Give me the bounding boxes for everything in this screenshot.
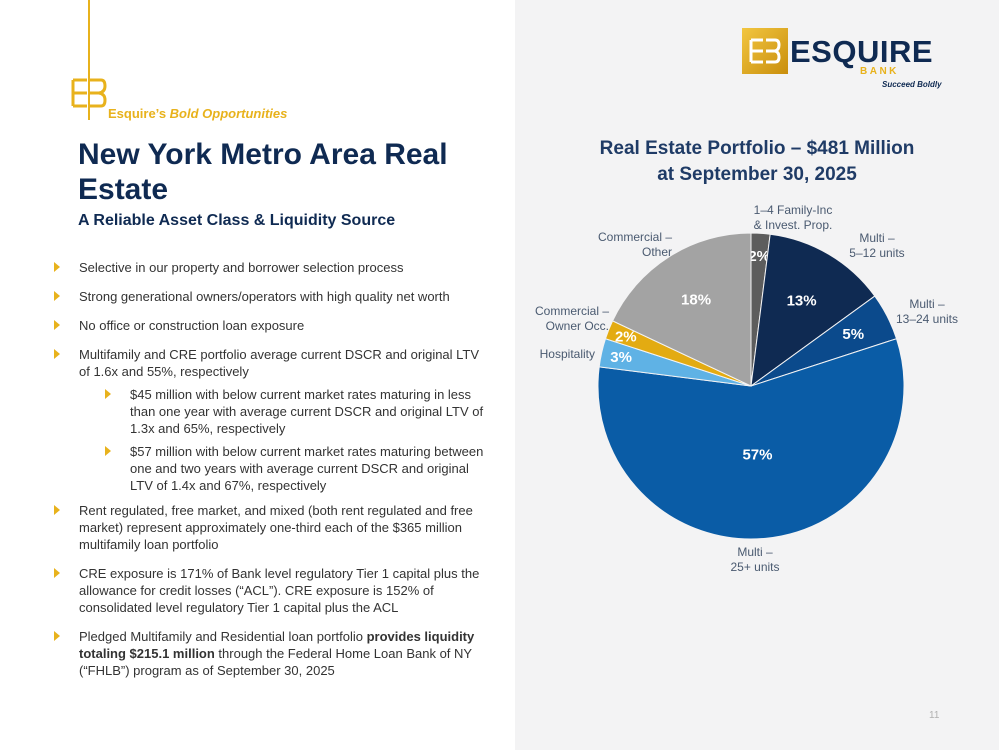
slice-percent-label: 2% — [615, 328, 637, 345]
pie-slice — [750, 233, 876, 388]
bullet-marker-icon — [105, 389, 111, 399]
slice-category-label: 1–4 Family-Inc & Invest. Prop. — [754, 203, 833, 232]
bullet-list: Selective in our property and borrower s… — [54, 259, 484, 691]
bullet-text: No office or construction loan exposure — [79, 318, 305, 333]
slice-category-label: Commercial – Other — [598, 230, 672, 259]
brand-name: ESQUIRE — [790, 34, 934, 69]
sub-bullet-item: $45 million with below current market ra… — [105, 386, 484, 437]
bullet-text: Rent regulated, free market, and mixed (… — [79, 503, 473, 552]
bullet-item: Rent regulated, free market, and mixed (… — [54, 502, 484, 553]
slice-percent-label: 18% — [681, 291, 711, 308]
bullet-text: CRE exposure is 171% of Bank level regul… — [79, 566, 480, 615]
slice-category-label: Multi –25+ units — [730, 545, 779, 574]
page-number: 11 — [929, 710, 940, 721]
sub-bullet-list: $45 million with below current market ra… — [79, 386, 484, 494]
chart-title-block: Real Estate Portfolio – $481 Million at … — [515, 136, 999, 188]
slice-percent-label: 13% — [787, 292, 817, 309]
bullet-item: No office or construction loan exposure — [54, 317, 484, 334]
brand-tagline: Succeed Boldly — [882, 80, 942, 89]
eb-monogram-icon — [71, 78, 107, 108]
sub-bullet-text: $57 million with below current market ra… — [130, 444, 484, 493]
bullet-marker-icon — [54, 320, 60, 330]
chart-subtitle: at September 30, 2025 — [657, 164, 857, 185]
kicker-prefix: Esquire’s — [108, 106, 170, 121]
kicker-emphasis: Bold Opportunities — [169, 106, 288, 121]
section-kicker: Esquire’s Bold Opportunities — [108, 106, 287, 121]
bullet-text: Multifamily and CRE portfolio average cu… — [79, 347, 480, 379]
gold-accent-line — [88, 0, 90, 120]
bullet-marker-icon — [54, 291, 60, 301]
page-title: New York Metro Area Real Estate — [78, 138, 448, 206]
slice-percent-label: 5% — [842, 326, 864, 343]
bullet-text: Strong generational owners/operators wit… — [79, 289, 450, 304]
bullet-item: Selective in our property and borrower s… — [54, 259, 484, 276]
bullet-marker-icon — [54, 505, 60, 515]
slice-percent-label: 2% — [748, 248, 770, 265]
bullet-text: Selective in our property and borrower s… — [79, 260, 404, 275]
bullet-marker-icon — [54, 631, 60, 641]
bullet-item: Multifamily and CRE portfolio average cu… — [54, 346, 484, 494]
sub-bullet-text: $45 million with below current market ra… — [130, 387, 484, 436]
slice-percent-label: 57% — [742, 447, 772, 464]
slice-percent-label: 3% — [610, 349, 632, 366]
pie-slice — [611, 232, 752, 387]
pie-chart: 2% 1–4 Family-Inc & Invest. Prop. 13% Multi … — [535, 203, 958, 574]
bullet-text-tail: through the Federal Home Loan Bank of NY… — [79, 646, 472, 678]
slice-category-label: Commercial – Owner Occ. — [535, 304, 609, 333]
bullet-item: Pledged Multifamily and Residential loan… — [54, 628, 484, 679]
bullet-marker-icon — [54, 262, 60, 272]
page-subtitle: A Reliable Asset Class & Liquidity Sourc… — [78, 212, 396, 229]
bullet-text-emphasis: provides liquidity totaling $215.1 milli… — [79, 629, 475, 661]
bullet-item: CRE exposure is 171% of Bank level regul… — [54, 565, 484, 616]
bullet-text-lead: Pledged Multifamily and Residential loan… — [79, 629, 367, 644]
brand-bank: BANK — [860, 66, 899, 77]
slice-category-label: Multi –13–24 units — [896, 297, 958, 326]
bullet-marker-icon — [54, 568, 60, 578]
sub-bullet-item: $57 million with below current market ra… — [105, 443, 484, 494]
bullet-item: Strong generational owners/operators wit… — [54, 288, 484, 305]
slice-category-label: Hospitality — [540, 347, 595, 361]
pie-slice — [597, 338, 905, 540]
bullet-marker-icon — [105, 446, 111, 456]
chart-title: Real Estate Portfolio – $481 Million — [599, 138, 915, 159]
slice-category-label: Multi –5–12 units — [849, 231, 904, 260]
esquire-logo-icon — [742, 28, 788, 74]
bullet-marker-icon — [54, 349, 60, 359]
